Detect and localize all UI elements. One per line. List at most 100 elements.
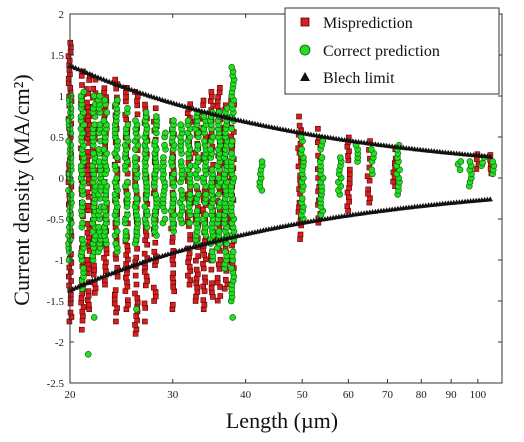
misprediction-point <box>134 111 141 118</box>
misprediction-point <box>217 256 224 263</box>
misprediction-point <box>210 294 216 300</box>
correct-prediction-point <box>124 191 131 198</box>
correct-prediction-point <box>112 240 119 247</box>
correct-prediction-point <box>103 109 111 116</box>
misprediction-point <box>200 102 206 108</box>
correct-prediction-point <box>111 162 119 169</box>
misprediction-point <box>346 185 352 191</box>
y-tick-label: 1.5 <box>50 50 64 62</box>
misprediction-point <box>124 247 131 254</box>
correct-prediction-point <box>132 117 139 124</box>
correct-prediction-point <box>208 248 216 256</box>
correct-prediction-point <box>298 146 306 153</box>
correct-prediction-point <box>169 154 176 161</box>
correct-prediction-point <box>95 223 102 231</box>
misprediction-point <box>79 326 85 333</box>
misprediction-point <box>346 166 353 173</box>
correct-prediction-point <box>124 178 131 186</box>
correct-prediction-point <box>65 137 72 145</box>
x-tick-label: 30 <box>167 389 179 401</box>
misprediction-point <box>214 275 221 281</box>
misprediction-point <box>215 261 222 268</box>
x-tick-label: 40 <box>240 389 252 401</box>
correct-prediction-point <box>142 109 150 116</box>
misprediction-point <box>123 98 129 105</box>
correct-prediction-point <box>124 121 132 128</box>
misprediction-point <box>170 270 176 277</box>
correct-prediction-point <box>229 248 237 256</box>
misprediction-point <box>208 266 215 273</box>
correct-prediction-point <box>95 158 103 165</box>
misprediction-point <box>209 280 215 287</box>
correct-prediction-point <box>228 125 235 133</box>
misprediction-point <box>132 290 138 297</box>
correct-prediction-point <box>229 314 236 321</box>
x-axis-ticks: 20 30 40 50 60 70 80 90 100 <box>65 14 487 401</box>
misprediction-point <box>473 166 480 172</box>
misprediction-point <box>390 178 397 185</box>
misprediction-point <box>201 301 208 308</box>
correct-prediction-point <box>193 207 201 215</box>
misprediction-point <box>79 308 86 315</box>
correct-prediction-point <box>91 121 98 128</box>
misprediction-point <box>296 113 302 120</box>
x-tick-label: 60 <box>343 389 355 401</box>
misprediction-point <box>202 279 209 285</box>
correct-prediction-point <box>222 248 229 256</box>
x-tick-label: 50 <box>297 389 309 401</box>
misprediction-point <box>151 284 157 291</box>
misprediction-point <box>133 281 140 288</box>
y-axis-ticks: -2.5 -2 -1.5 -1 -0.5 0 0.5 1 1.5 2 <box>47 9 502 390</box>
misprediction-point <box>209 93 215 100</box>
correct-prediction-point <box>184 117 192 124</box>
correct-prediction-point <box>367 146 375 153</box>
misprediction-point <box>193 266 200 273</box>
correct-prediction-point <box>319 137 327 145</box>
misprediction-point <box>344 203 351 209</box>
misprediction-point <box>112 287 119 293</box>
correct-prediction-point <box>122 228 130 235</box>
correct-prediction-point <box>114 96 121 104</box>
misprediction-point <box>214 279 221 286</box>
x-tick-label: 70 <box>382 389 394 401</box>
x-tick-label: 80 <box>416 389 428 401</box>
misprediction-point <box>201 288 208 294</box>
correct-prediction-point <box>90 150 97 157</box>
misprediction-point <box>200 97 207 104</box>
correct-prediction-point <box>90 314 98 321</box>
correct-prediction-point <box>208 166 216 174</box>
misprediction-point <box>195 253 201 259</box>
correct-prediction-point <box>124 105 131 112</box>
misprediction-point <box>202 274 208 281</box>
misprediction-point <box>112 76 118 83</box>
plot-marks <box>65 39 498 358</box>
correct-prediction-point <box>228 264 235 272</box>
misprediction-point <box>296 122 303 129</box>
legend-label: Misprediction <box>323 15 413 32</box>
correct-prediction-point <box>80 88 88 96</box>
y-tick-label: -0.5 <box>47 214 65 226</box>
misprediction-point <box>217 293 224 299</box>
correct-prediction-point <box>228 137 236 145</box>
correct-prediction-point <box>96 121 104 128</box>
misprediction-point <box>208 89 215 95</box>
misprediction-point <box>214 297 221 304</box>
legend-label: Correct prediction <box>323 43 440 60</box>
misprediction-point <box>169 234 176 241</box>
misprediction-point <box>91 262 97 269</box>
legend-circle-marker <box>299 44 311 56</box>
correct-prediction-point <box>151 137 159 145</box>
correct-prediction-point <box>100 178 108 186</box>
y-tick-label: 1 <box>59 91 65 103</box>
correct-prediction-point <box>466 158 474 165</box>
misprediction-point <box>217 85 223 91</box>
correct-prediction-point <box>456 166 464 174</box>
misprediction-point <box>143 232 150 239</box>
x-axis-title: Length (µm) <box>226 408 338 433</box>
misprediction-point <box>113 318 119 325</box>
correct-prediction-point <box>161 141 168 149</box>
misprediction-point <box>223 276 229 283</box>
y-axis-title: Current density (MA/cm²) <box>9 74 34 305</box>
misprediction-point <box>142 101 148 108</box>
